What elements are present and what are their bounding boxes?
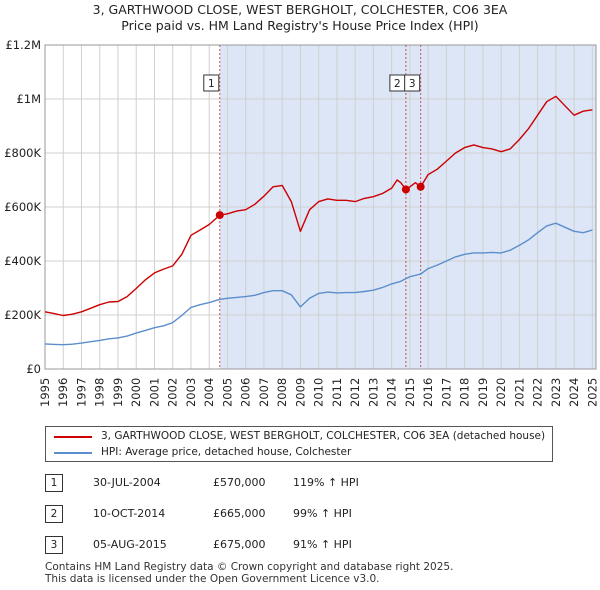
- transaction-number: 1: [45, 474, 63, 492]
- y-tick-label: £0: [26, 362, 41, 376]
- x-tick-label: 2011: [330, 378, 344, 407]
- transaction-price: £675,000: [213, 538, 266, 551]
- x-tick-label: 2015: [403, 378, 417, 407]
- y-tick-label: £200K: [4, 308, 41, 322]
- transaction-date: 10-OCT-2014: [93, 507, 166, 520]
- chart-subtitle: Price paid vs. HM Land Registry's House …: [121, 18, 478, 33]
- footer-licence: This data is licensed under the Open Gov…: [45, 573, 380, 585]
- x-tick-label: 2017: [439, 378, 453, 407]
- transaction-price: £570,000: [213, 476, 266, 489]
- y-tick-label: £800K: [4, 146, 41, 160]
- sale-label: 1: [208, 78, 215, 90]
- x-tick-label: 2016: [421, 378, 435, 407]
- sale-label-box: [203, 74, 220, 92]
- plot-frame: [44, 44, 597, 370]
- price-chart: 3, GARTHWOOD CLOSE, WEST BERGHOLT, COLCH…: [4, 2, 599, 407]
- x-tick-label: 2008: [275, 378, 289, 407]
- legend-label-property: 3, GARTHWOOD CLOSE, WEST BERGHOLT, COLCH…: [101, 430, 546, 442]
- transaction-hpi: 99% ↑ HPI: [293, 507, 352, 520]
- transaction-row: 3 05-AUG-2015 £675,000 91% ↑ HPI: [45, 536, 565, 556]
- transaction-row: 2 10-OCT-2014 £665,000 99% ↑ HPI: [45, 505, 565, 525]
- x-tick-label: 2012: [348, 378, 362, 407]
- x-tick-label: 2001: [147, 378, 161, 407]
- x-tick-label: 2014: [385, 378, 399, 407]
- footer: Contains HM Land Registry data © Crown c…: [45, 561, 453, 585]
- x-tick-label: 2000: [129, 378, 143, 407]
- x-tick-label: 2004: [202, 378, 216, 407]
- sale-point: [401, 185, 410, 194]
- sale-point: [416, 182, 425, 191]
- legend-swatch-property: [54, 436, 92, 438]
- transaction-row: 1 30-JUL-2004 £570,000 119% ↑ HPI: [45, 474, 565, 494]
- sale-label: 3: [409, 78, 416, 90]
- x-tick-label: 2009: [293, 378, 307, 407]
- x-tick-label: 2018: [458, 378, 472, 407]
- x-tick-label: 1996: [56, 378, 70, 407]
- x-tick-label: 2023: [549, 378, 563, 407]
- x-tick-label: 2025: [585, 378, 599, 407]
- sale-label-box: [404, 74, 421, 92]
- x-tick-label: 2010: [312, 378, 326, 407]
- x-tick-label: 2007: [257, 378, 271, 407]
- legend: 3, GARTHWOOD CLOSE, WEST BERGHOLT, COLCH…: [45, 426, 553, 462]
- y-tick-label: £1.2M: [5, 38, 41, 52]
- x-tick-label: 2019: [476, 378, 490, 407]
- x-tick-label: 2021: [512, 378, 526, 407]
- sale-point: [215, 211, 224, 220]
- transaction-hpi: 91% ↑ HPI: [293, 538, 352, 551]
- transaction-hpi: 119% ↑ HPI: [293, 476, 359, 489]
- x-tick-label: 1997: [74, 378, 88, 407]
- x-tick-label: 2006: [239, 378, 253, 407]
- x-tick-label: 2022: [531, 378, 545, 407]
- x-tick-label: 2020: [494, 378, 508, 407]
- transaction-price: £665,000: [213, 507, 266, 520]
- chart-title: 3, GARTHWOOD CLOSE, WEST BERGHOLT, COLCH…: [93, 2, 508, 17]
- property-price-line: [44, 95, 593, 317]
- x-tick-label: 1999: [111, 378, 125, 407]
- hpi-line: [44, 222, 593, 346]
- x-tick-label: 2002: [166, 378, 180, 407]
- x-tick-label: 2003: [184, 378, 198, 407]
- sale-label: 2: [394, 78, 401, 90]
- legend-label-hpi: HPI: Average price, detached house, Colc…: [101, 446, 352, 458]
- transaction-date: 05-AUG-2015: [93, 538, 167, 551]
- transaction-number: 3: [45, 536, 63, 554]
- x-tick-label: 2024: [567, 378, 581, 407]
- footer-copyright: Contains HM Land Registry data © Crown c…: [45, 561, 454, 573]
- legend-swatch-hpi: [54, 452, 92, 454]
- x-tick-label: 1998: [93, 378, 107, 407]
- x-tick-label: 2013: [366, 378, 380, 407]
- transaction-number: 2: [45, 505, 63, 523]
- x-tick-label: 2005: [220, 378, 234, 407]
- y-tick-label: £400K: [4, 254, 41, 268]
- x-tick-label: 1995: [38, 378, 52, 407]
- y-tick-label: £1M: [16, 92, 41, 106]
- y-tick-label: £600K: [4, 200, 41, 214]
- transaction-date: 30-JUL-2004: [93, 476, 161, 489]
